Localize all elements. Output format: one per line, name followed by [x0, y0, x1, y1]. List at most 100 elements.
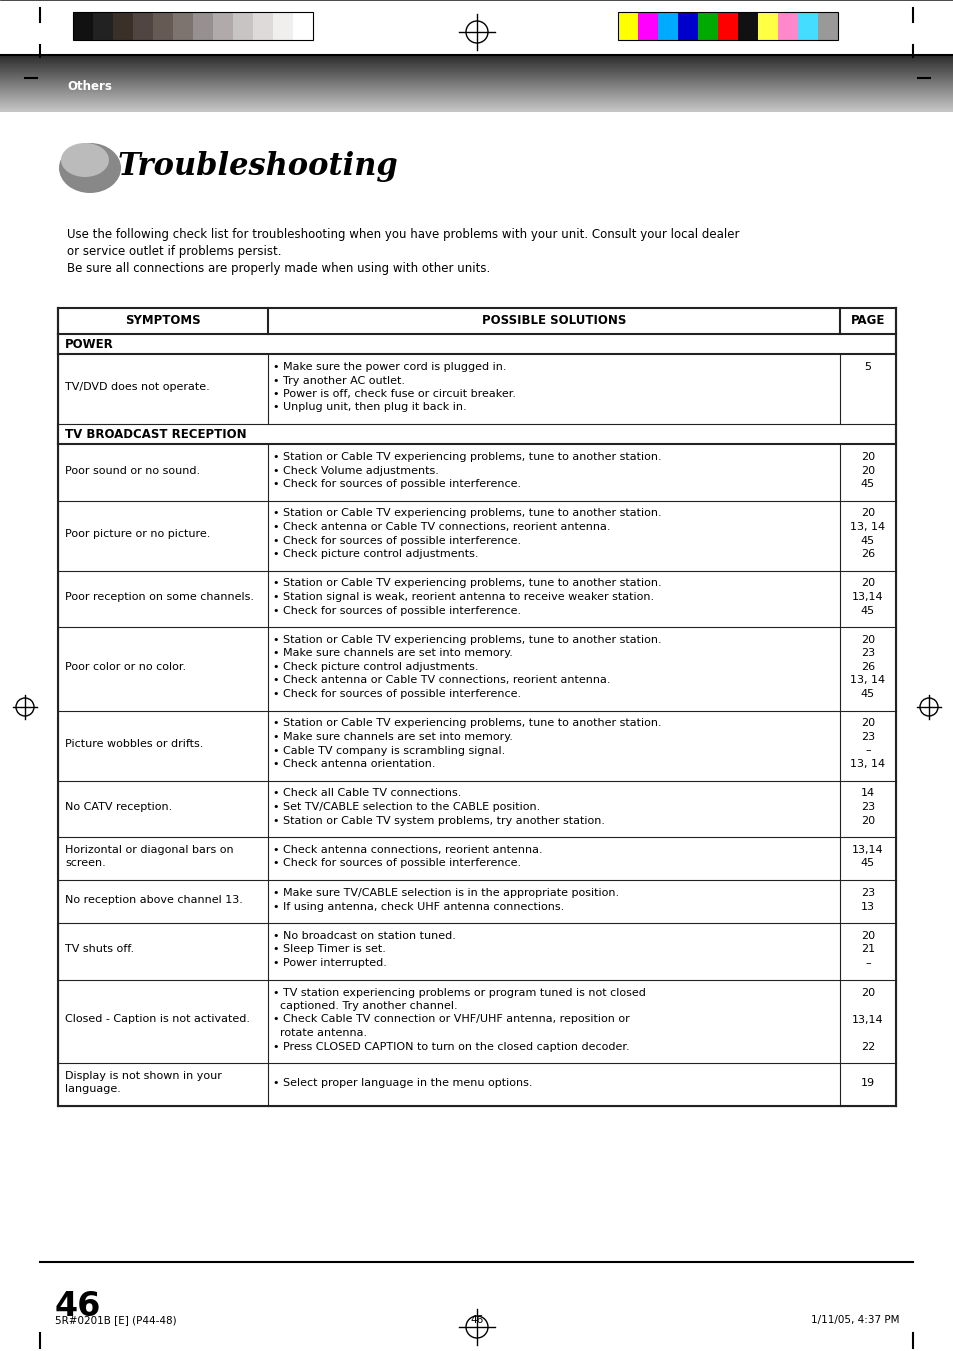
Bar — [253, 12, 273, 41]
Bar — [738, 12, 758, 41]
Bar — [618, 12, 837, 41]
Text: 45: 45 — [860, 605, 874, 616]
Text: 20: 20 — [860, 931, 874, 942]
Text: 45: 45 — [860, 689, 874, 698]
Text: • Make sure channels are set into memory.: • Make sure channels are set into memory… — [273, 732, 513, 742]
Text: 13, 14: 13, 14 — [849, 676, 884, 685]
Bar — [172, 12, 193, 41]
Text: 23: 23 — [860, 802, 874, 812]
Text: 20: 20 — [860, 635, 874, 644]
Text: • Check picture control adjustments.: • Check picture control adjustments. — [273, 662, 478, 671]
Text: 45: 45 — [860, 858, 874, 869]
Text: 1/11/05, 4:37 PM: 1/11/05, 4:37 PM — [811, 1315, 899, 1325]
Text: • Station or Cable TV experiencing problems, tune to another station.: • Station or Cable TV experiencing probl… — [273, 719, 661, 728]
Bar — [758, 12, 778, 41]
Bar — [73, 12, 92, 41]
Text: • Check antenna or Cable TV connections, reorient antenna.: • Check antenna or Cable TV connections,… — [273, 676, 610, 685]
Text: Closed - Caption is not activated.: Closed - Caption is not activated. — [65, 1015, 250, 1024]
Text: TV/DVD does not operate.: TV/DVD does not operate. — [65, 382, 210, 392]
Text: • Check antenna connections, reorient antenna.: • Check antenna connections, reorient an… — [273, 844, 542, 855]
Text: 20: 20 — [860, 508, 874, 519]
Text: • Check for sources of possible interference.: • Check for sources of possible interfer… — [273, 605, 520, 616]
Text: POSSIBLE SOLUTIONS: POSSIBLE SOLUTIONS — [481, 315, 625, 327]
Text: • TV station experiencing problems or program tuned is not closed: • TV station experiencing problems or pr… — [273, 988, 645, 997]
Text: • Sleep Timer is set.: • Sleep Timer is set. — [273, 944, 385, 955]
Text: Display is not shown in your: Display is not shown in your — [65, 1071, 222, 1081]
Text: • Station or Cable TV experiencing problems, tune to another station.: • Station or Cable TV experiencing probl… — [273, 635, 661, 644]
Bar — [678, 12, 698, 41]
Bar — [152, 12, 172, 41]
Text: screen.: screen. — [65, 858, 106, 869]
Text: 14: 14 — [860, 789, 874, 798]
Text: • Power is off, check fuse or circuit breaker.: • Power is off, check fuse or circuit br… — [273, 389, 516, 399]
Bar — [112, 12, 132, 41]
Text: • Cable TV company is scrambling signal.: • Cable TV company is scrambling signal. — [273, 746, 505, 755]
Bar — [0, 0, 953, 55]
Text: • If using antenna, check UHF antenna connections.: • If using antenna, check UHF antenna co… — [273, 901, 563, 912]
Text: captioned. Try another channel.: captioned. Try another channel. — [273, 1001, 457, 1011]
Text: 20: 20 — [860, 988, 874, 997]
Text: • Power interrupted.: • Power interrupted. — [273, 958, 387, 969]
Text: • Check for sources of possible interference.: • Check for sources of possible interfer… — [273, 480, 520, 489]
Text: • Check all Cable TV connections.: • Check all Cable TV connections. — [273, 789, 461, 798]
Bar — [193, 12, 213, 41]
Bar — [293, 12, 313, 41]
Text: No CATV reception.: No CATV reception. — [65, 802, 172, 812]
Text: 26: 26 — [860, 549, 874, 559]
Text: Poor reception on some channels.: Poor reception on some channels. — [65, 592, 253, 603]
Text: SYMPTOMS: SYMPTOMS — [125, 315, 200, 327]
Text: • Station or Cable TV experiencing problems, tune to another station.: • Station or Cable TV experiencing probl… — [273, 508, 661, 519]
Text: • Check for sources of possible interference.: • Check for sources of possible interfer… — [273, 535, 520, 546]
Text: • Check picture control adjustments.: • Check picture control adjustments. — [273, 549, 478, 559]
Ellipse shape — [59, 143, 121, 193]
Bar — [698, 12, 718, 41]
Text: 45: 45 — [860, 535, 874, 546]
Text: –: – — [864, 746, 870, 755]
Text: Poor sound or no sound.: Poor sound or no sound. — [65, 466, 200, 476]
Text: 5: 5 — [863, 362, 871, 372]
Bar — [658, 12, 678, 41]
Text: Be sure all connections are properly made when using with other units.: Be sure all connections are properly mad… — [67, 262, 490, 276]
Text: 20: 20 — [860, 466, 874, 476]
Text: PAGE: PAGE — [850, 315, 884, 327]
Bar — [73, 12, 313, 41]
Text: Troubleshooting: Troubleshooting — [118, 151, 398, 182]
Text: • Station signal is weak, reorient antenna to receive weaker station.: • Station signal is weak, reorient anten… — [273, 592, 654, 603]
Text: 20: 20 — [860, 453, 874, 462]
Text: • Make sure TV/CABLE selection is in the appropriate position.: • Make sure TV/CABLE selection is in the… — [273, 888, 618, 898]
Bar — [233, 12, 253, 41]
Text: • Make sure channels are set into memory.: • Make sure channels are set into memory… — [273, 648, 513, 658]
Text: 13, 14: 13, 14 — [849, 521, 884, 532]
Bar — [213, 12, 233, 41]
Text: • Set TV/CABLE selection to the CABLE position.: • Set TV/CABLE selection to the CABLE po… — [273, 802, 539, 812]
Text: Use the following check list for troubleshooting when you have problems with you: Use the following check list for trouble… — [67, 228, 739, 240]
Text: 26: 26 — [860, 662, 874, 671]
Text: • No broadcast on station tuned.: • No broadcast on station tuned. — [273, 931, 456, 942]
Text: 13,14: 13,14 — [851, 1015, 882, 1024]
Text: • Unplug unit, then plug it back in.: • Unplug unit, then plug it back in. — [273, 403, 466, 412]
Text: 20: 20 — [860, 719, 874, 728]
Text: Others: Others — [67, 81, 112, 93]
Text: 45: 45 — [860, 480, 874, 489]
Ellipse shape — [61, 143, 109, 177]
Text: 5R#0201B [E] (P44-48): 5R#0201B [E] (P44-48) — [55, 1315, 176, 1325]
Text: 20: 20 — [860, 578, 874, 589]
Text: • Try another AC outlet.: • Try another AC outlet. — [273, 376, 405, 385]
Text: 13,14: 13,14 — [851, 844, 882, 855]
Text: TV shuts off.: TV shuts off. — [65, 944, 134, 955]
Text: • Check antenna or Cable TV connections, reorient antenna.: • Check antenna or Cable TV connections,… — [273, 521, 610, 532]
Bar — [92, 12, 112, 41]
Text: language.: language. — [65, 1085, 121, 1094]
Bar — [718, 12, 738, 41]
Text: • Check Cable TV connection or VHF/UHF antenna, reposition or: • Check Cable TV connection or VHF/UHF a… — [273, 1015, 629, 1024]
Text: POWER: POWER — [65, 338, 113, 350]
Text: • Check Volume adjustments.: • Check Volume adjustments. — [273, 466, 438, 476]
Text: • Station or Cable TV experiencing problems, tune to another station.: • Station or Cable TV experiencing probl… — [273, 578, 661, 589]
Text: • Station or Cable TV experiencing problems, tune to another station.: • Station or Cable TV experiencing probl… — [273, 453, 661, 462]
Text: TV BROADCAST RECEPTION: TV BROADCAST RECEPTION — [65, 427, 247, 440]
Text: 13,14: 13,14 — [851, 592, 882, 603]
Bar — [778, 12, 797, 41]
Text: Poor picture or no picture.: Poor picture or no picture. — [65, 528, 211, 539]
Text: • Check for sources of possible interference.: • Check for sources of possible interfer… — [273, 689, 520, 698]
Text: • Make sure the power cord is plugged in.: • Make sure the power cord is plugged in… — [273, 362, 506, 372]
